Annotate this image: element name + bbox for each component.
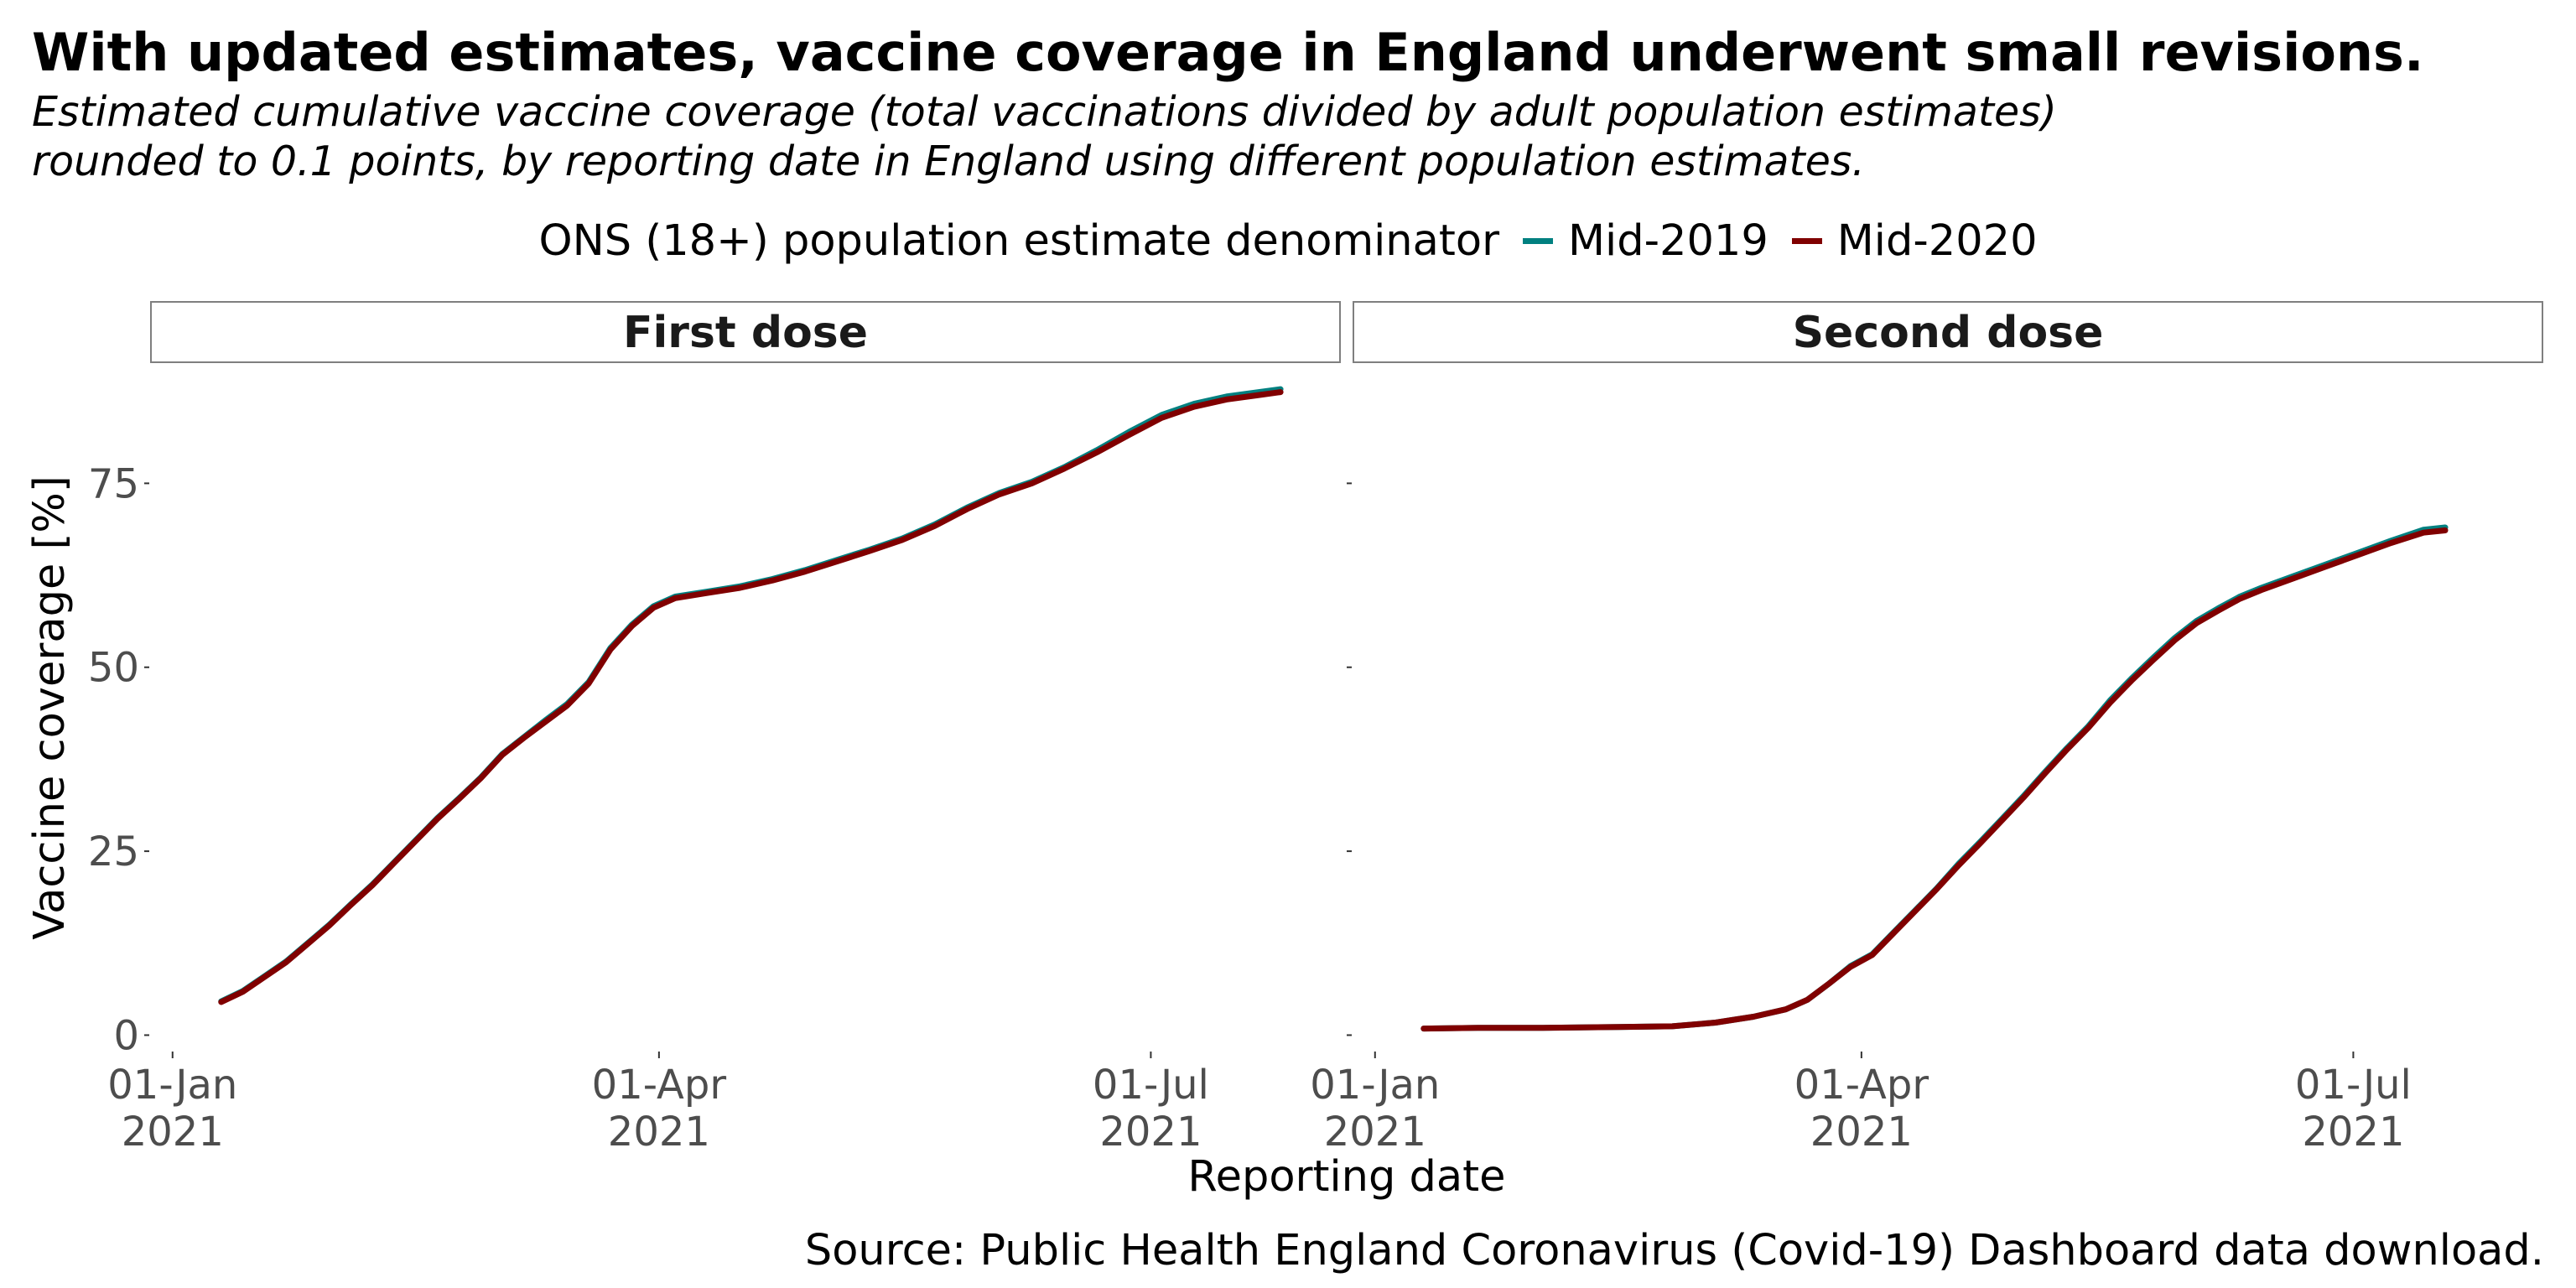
- chart-subtitle: Estimated cumulative vaccine coverage (t…: [32, 87, 2057, 186]
- facet-strip-second-dose: [1353, 301, 2543, 363]
- x-tick-label-year: 2021: [2302, 1109, 2404, 1156]
- series-line-mid-2019-second-dose: [1420, 524, 2449, 1032]
- x-tick-label: 01-Jan: [1310, 1062, 1440, 1109]
- source-caption: Source: Public Health England Coronaviru…: [804, 1226, 2544, 1275]
- legend-key-mid-2020: [1791, 238, 1822, 244]
- x-tick-label: 01-Apr: [592, 1062, 727, 1109]
- facet-title-first-dose: First dose: [623, 308, 868, 358]
- chart-title: With updated estimates, vaccine coverage…: [32, 22, 2424, 83]
- x-tick-label: 01-Jul: [2295, 1062, 2412, 1109]
- y-tick-label: 0: [113, 1012, 139, 1059]
- y-tick-label: 50: [88, 645, 139, 692]
- x-tick-label-year: 2021: [1810, 1109, 1913, 1156]
- y-tick-label: 25: [88, 828, 139, 875]
- series-line-mid-2020-first-dose: [218, 389, 1284, 1005]
- y-tick-label: 75: [88, 460, 139, 507]
- x-axis-title: Reporting date: [1187, 1152, 1505, 1202]
- legend-key-mid-2019: [1523, 238, 1554, 244]
- legend-title: ONS (18+) population estimate denominato…: [538, 216, 1500, 266]
- subtitle-line-1: Estimated cumulative vaccine coverage (t…: [32, 88, 2057, 136]
- legend: ONS (18+) population estimate denominato…: [0, 216, 2576, 266]
- series-line-mid-2020-second-dose: [1420, 527, 2449, 1032]
- x-tick-label-year: 2021: [1324, 1109, 1426, 1156]
- subtitle-line-2: rounded to 0.1 points, by reporting date…: [32, 138, 1865, 185]
- facet-strip-first-dose: [150, 301, 1341, 363]
- facet-title-second-dose: Second dose: [1793, 308, 2104, 358]
- x-tick-label: 01-Jul: [1093, 1062, 1209, 1109]
- legend-label-mid-2019: Mid-2019: [1568, 216, 1768, 266]
- y-axis-title: Vaccine coverage [%]: [25, 475, 75, 940]
- x-tick-label: 01-Apr: [1794, 1062, 1929, 1109]
- series-line-mid-2019-first-dose: [218, 386, 1284, 1005]
- x-tick-label-year: 2021: [1099, 1109, 1202, 1156]
- x-tick-label-year: 2021: [608, 1109, 710, 1156]
- x-tick-label-year: 2021: [122, 1109, 224, 1156]
- legend-label-mid-2020: Mid-2020: [1836, 216, 2038, 266]
- x-tick-label: 01-Jan: [107, 1062, 237, 1109]
